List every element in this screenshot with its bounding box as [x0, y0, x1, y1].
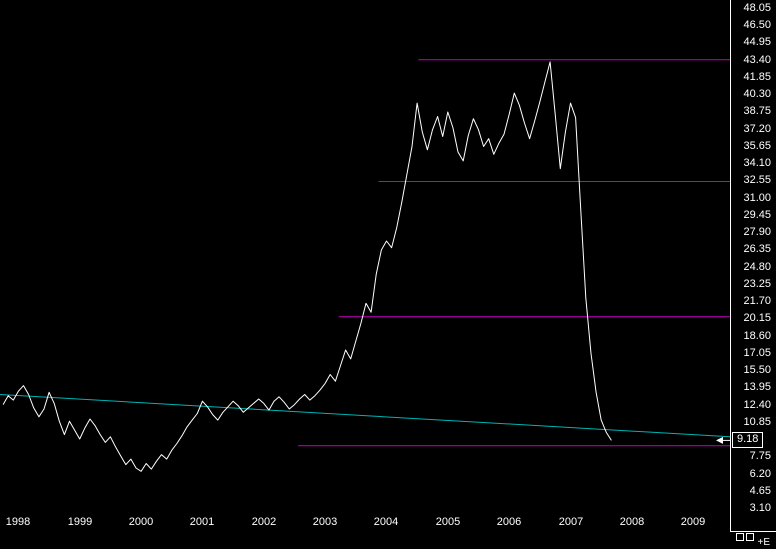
price-scale[interactable]: 9.18 48.05 46.50 44.95 43.40 41.85 40.30 38.75…: [730, 0, 776, 532]
status-corner: +E: [731, 532, 775, 549]
trendline[interactable]: [0, 394, 730, 438]
x-axis-label: 2002: [251, 516, 277, 528]
y-axis-label: 40.30: [743, 88, 771, 100]
y-axis-label: 29.45: [743, 209, 771, 221]
price-line: [2, 61, 612, 472]
x-axis-label: 2005: [435, 516, 461, 528]
y-axis-label: 24.80: [743, 261, 771, 273]
x-axis-label: 1998: [5, 516, 31, 528]
y-axis-label: 3.10: [749, 502, 771, 514]
y-axis-label: 27.90: [743, 226, 771, 238]
square-icon: [736, 533, 744, 541]
y-axis-label: 10.85: [743, 416, 771, 428]
y-axis-label: 26.35: [743, 243, 771, 255]
last-price-box: 9.18: [732, 432, 764, 448]
y-axis-label: 46.50: [743, 19, 771, 31]
y-axis-label: 41.85: [743, 71, 771, 83]
y-axis-label: 35.65: [743, 140, 771, 152]
time-scale[interactable]: 1998 1999 2000 2001 2002 2003 2004 2005 2006 2007…: [0, 514, 730, 532]
x-axis-label: 2008: [619, 516, 645, 528]
y-axis-label: 38.75: [743, 105, 771, 117]
y-axis-label: 23.25: [743, 278, 771, 290]
x-axis-label: 2007: [558, 516, 584, 528]
y-axis-label: 44.95: [743, 36, 771, 48]
y-axis-label: 20.15: [743, 312, 771, 324]
y-axis-label: 4.65: [749, 485, 771, 497]
x-axis-label: 2004: [373, 516, 399, 528]
y-axis-label: 18.60: [743, 330, 771, 342]
x-axis-label: 2000: [128, 516, 154, 528]
y-axis-label: 6.20: [749, 468, 771, 480]
y-axis-label: 37.20: [743, 123, 771, 135]
square-icon: [746, 533, 754, 541]
y-axis-label: 34.10: [743, 157, 771, 169]
x-axis-label: 2001: [189, 516, 215, 528]
y-axis-label: 43.40: [743, 54, 771, 66]
x-axis-label: 2003: [312, 516, 338, 528]
y-axis-label: 7.75: [749, 450, 771, 462]
x-axis-label: 2006: [496, 516, 522, 528]
chart-plot-area[interactable]: [0, 0, 730, 532]
window-restore-icon[interactable]: [736, 533, 756, 541]
y-axis-label: 31.00: [743, 192, 771, 204]
last-price-value: 9.18: [737, 433, 759, 445]
x-axis-label: 2009: [680, 516, 706, 528]
chart-svg[interactable]: [0, 0, 730, 532]
expert-zoom-label[interactable]: +E: [757, 537, 770, 548]
y-axis-label: 32.55: [743, 174, 771, 186]
y-axis-label: 48.05: [743, 2, 771, 14]
last-price-arrowhead: [716, 436, 723, 444]
x-axis-label: 1999: [67, 516, 93, 528]
y-axis-label: 12.40: [743, 399, 771, 411]
y-axis-label: 21.70: [743, 295, 771, 307]
y-axis-label: 15.50: [743, 364, 771, 376]
y-axis-label: 13.95: [743, 381, 771, 393]
y-axis-label: 17.05: [743, 347, 771, 359]
